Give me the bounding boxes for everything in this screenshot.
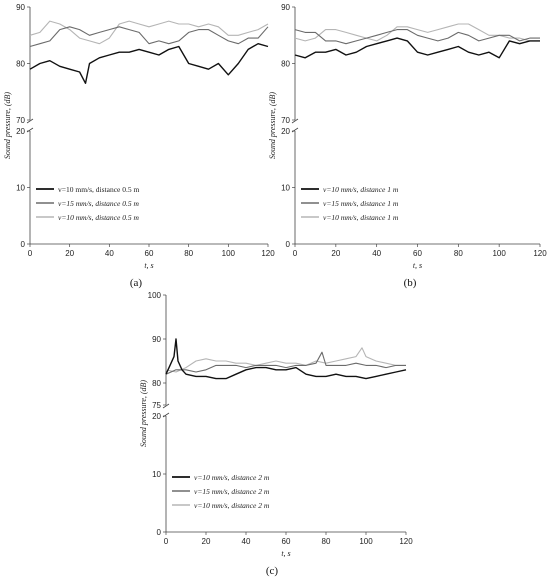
series-line [29,20,269,45]
x-tick-label: 80 [322,537,331,546]
y-tick-label: 75 [152,401,161,410]
panel-label: (a) [130,277,143,289]
series-line [294,37,540,59]
series-line [165,351,406,375]
axis-break-mark [26,118,34,124]
legend-label: v=15 mm/s, distance 0.5 m [58,199,139,208]
x-tick-label: 80 [184,249,193,258]
x-axis-title: t, s [281,549,290,558]
panel-label: (c) [266,565,279,577]
x-axis-title: t, s [413,261,422,270]
y-tick-label: 20 [152,412,161,421]
legend-label: v=15 mm/s, distance 2 m [194,487,270,496]
y-axis-title: Sound pressure, (dB) [3,92,12,160]
x-tick-label: 0 [293,249,298,258]
y-tick-label: 0 [286,240,291,249]
y-tick-label: 20 [281,127,290,136]
panel-a: 70 80 90 0 10 20 0 20 40 60 80 100 120 t, s Sound pres… [3,3,275,289]
legend-label: v=10 mm/s, distance 0.5 m [58,213,139,222]
x-tick-label: 100 [492,249,506,258]
y-tick-label: 80 [16,60,25,69]
y-tick-label: 90 [152,335,161,344]
x-tick-label: 40 [242,537,251,546]
legend-label: v=10 mm/s, distance 2 m [194,473,270,482]
panel-c: 75 80 90 100 0 10 20 0 20 40 60 80 100 120 t, s Sound p… [139,291,413,577]
series-line [29,43,269,85]
y-tick-label: 10 [16,184,25,193]
axis-break-mark [162,403,170,409]
x-tick-label: 100 [222,249,236,258]
x-tick-label: 60 [413,249,422,258]
series-line [294,29,540,45]
x-tick-label: 120 [533,249,547,258]
panel-label: (b) [404,277,417,289]
y-tick-label: 80 [281,60,290,69]
x-tick-label: 120 [261,249,275,258]
y-axis-title: Sound pressure, (dB) [139,380,148,448]
x-tick-label: 100 [359,537,373,546]
legend-label: v=10 mm/s, distance 2 m [194,501,270,510]
y-tick-label: 80 [152,379,161,388]
legend-label: v=10 mm/s, distance 1 m [323,213,399,222]
x-axis-title: t, s [144,261,153,270]
panel-b: 70 80 90 0 10 20 0 20 40 60 80 100 120 t, s Sound pres… [268,3,547,289]
y-tick-label: 0 [21,240,26,249]
x-tick-label: 40 [105,249,114,258]
y-tick-label: 20 [16,127,25,136]
y-axis-title: Sound pressure, (dB) [268,92,277,160]
x-tick-label: 0 [164,537,169,546]
x-tick-label: 20 [65,249,74,258]
y-tick-label: 70 [281,116,290,125]
y-tick-label: 100 [148,291,162,300]
legend-label: v=10 mm/s, distance 0.5 m [58,185,139,194]
x-tick-label: 0 [28,249,33,258]
y-tick-label: 70 [16,116,25,125]
series-line [165,338,407,380]
x-tick-label: 60 [145,249,154,258]
x-tick-label: 20 [331,249,340,258]
x-tick-label: 80 [454,249,463,258]
y-tick-label: 10 [281,184,290,193]
series-line [29,26,269,48]
y-tick-label: 90 [16,3,25,12]
y-tick-label: 0 [157,528,162,537]
y-tick-label: 10 [152,470,161,479]
x-tick-label: 40 [372,249,381,258]
x-tick-label: 20 [202,537,211,546]
x-tick-label: 60 [282,537,291,546]
series-line [165,347,406,373]
y-tick-label: 90 [281,3,290,12]
axis-break-mark [291,118,299,124]
legend-label: v=10 mm/s, distance 1 m [323,185,399,194]
x-tick-label: 120 [399,537,413,546]
legend-label: v=15 mm/s, distance 1 m [323,199,399,208]
